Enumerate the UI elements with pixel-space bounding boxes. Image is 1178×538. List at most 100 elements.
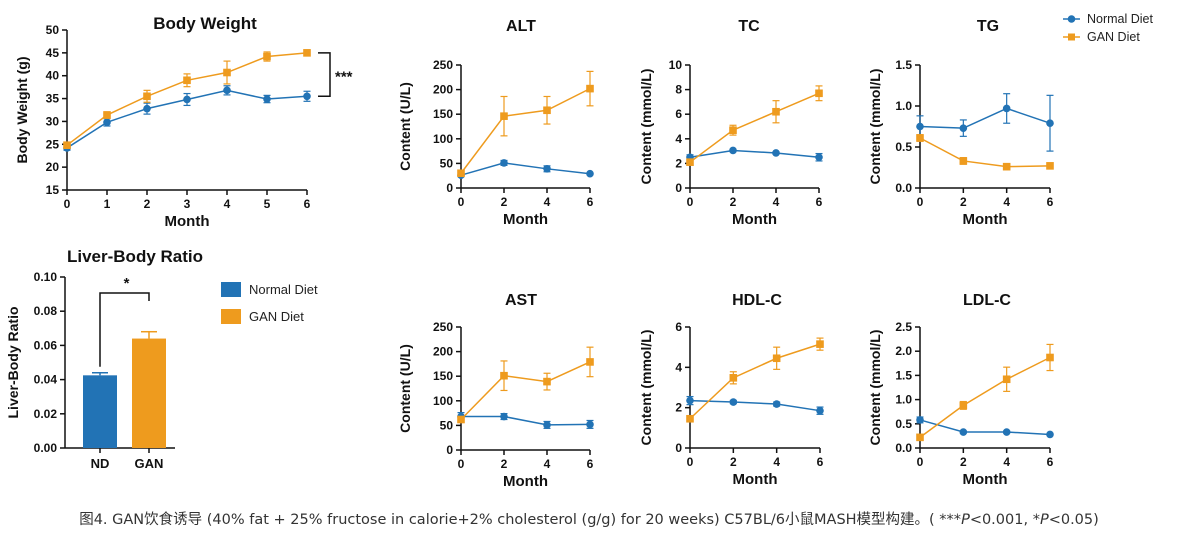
chart-title: AST	[505, 292, 537, 309]
legend-swatch-normal	[221, 282, 241, 297]
y-tick-label: 4	[675, 360, 682, 374]
series-line	[689, 149, 820, 158]
data-point	[1046, 162, 1054, 170]
data-point	[772, 107, 780, 116]
data-point	[500, 371, 508, 380]
series-line	[919, 419, 1051, 436]
data-point	[686, 396, 694, 405]
chart-hdl-c: HDL-C 0 2 4 6 Content (mmol/L) 0 2 4 6 Month	[638, 292, 824, 488]
y-tick-label: 2.0	[895, 344, 912, 358]
series-normal	[457, 159, 594, 180]
data-point	[457, 415, 465, 424]
data-point	[500, 412, 508, 421]
y-tick-label: 15	[46, 183, 60, 197]
data-point	[729, 374, 738, 382]
series-line	[689, 92, 820, 163]
x-tick-label: 0	[917, 455, 924, 469]
data-point	[1002, 375, 1011, 384]
y-tick-label: 0	[675, 441, 682, 455]
caption-p-symbol-1: P	[961, 512, 970, 528]
legend-top: Normal Diet GAN Diet	[1063, 12, 1154, 44]
data-point	[729, 126, 737, 134]
series-normal	[916, 416, 1054, 439]
y-tick-label: 0	[446, 443, 453, 457]
caption-text-1: 图4. GAN饮食诱导 (40% fat + 25% fructose in c…	[79, 512, 962, 528]
data-point	[500, 159, 508, 167]
data-point	[729, 146, 737, 155]
data-point	[457, 169, 465, 178]
chart-title: LDL-C	[963, 292, 1011, 309]
data-point	[1046, 353, 1054, 362]
data-point	[686, 414, 694, 423]
chart-title: HDL-C	[732, 292, 782, 309]
x-tick-label: 0	[64, 197, 71, 211]
series-gan	[457, 346, 594, 424]
x-tick-label: 4	[224, 197, 231, 211]
data-point	[143, 92, 151, 101]
x-tick-label: 4	[1003, 195, 1010, 209]
significance-bracket	[99, 292, 150, 367]
data-point	[586, 84, 594, 93]
y-tick-label: 50	[440, 418, 454, 432]
x-tick-label: 4	[1003, 455, 1010, 469]
y-tick-label: 200	[433, 345, 453, 359]
data-point	[586, 420, 594, 429]
bar-nd	[83, 375, 117, 448]
caption-text-3: <0.05)	[1048, 512, 1099, 528]
data-point	[63, 141, 71, 149]
chart-title: Liver-Body Ratio	[67, 247, 203, 266]
chart-tc: TC 0 2 4 6 8 10 Content (mmol/L) 0 2 4 6 Month	[638, 18, 823, 228]
data-point	[815, 153, 823, 162]
x-tick-label: 2	[730, 195, 737, 209]
series-line	[919, 137, 1051, 168]
data-point	[1002, 428, 1011, 436]
y-tick-label: 50	[46, 23, 60, 37]
y-axis-label: Content (mmol/L)	[867, 330, 883, 446]
x-tick-label: 0	[458, 457, 465, 471]
data-point	[303, 49, 311, 57]
chart-liver-body-ratio: Liver-Body Ratio 0.00 0.02 0.04 0.06 0.08 0.10…	[5, 247, 318, 471]
x-tick-label: 5	[264, 197, 271, 211]
significance-bracket	[318, 52, 331, 98]
chart-ldl-c: LDL-C 0.0 0.5 1.0 1.5 2.0 2.5 Content (mmol/L) 0…	[867, 292, 1054, 488]
data-point	[1002, 162, 1011, 171]
x-tick-label: 0	[687, 195, 694, 209]
x-tick-label: 4	[773, 455, 780, 469]
data-point	[586, 169, 594, 178]
y-tick-label: 0.5	[895, 417, 912, 431]
y-tick-label: 2.5	[895, 320, 912, 334]
data-point	[223, 86, 231, 95]
y-tick-label: 100	[433, 394, 453, 408]
y-tick-label: 45	[46, 46, 60, 60]
x-tick-label: 3	[184, 197, 191, 211]
series-line	[689, 399, 821, 412]
series-line	[460, 162, 591, 176]
data-point	[729, 398, 738, 406]
x-axis-label: Month	[963, 211, 1008, 228]
data-point	[916, 122, 924, 131]
data-point	[223, 68, 231, 77]
x-axis-label: Month	[503, 473, 548, 490]
series-line	[689, 343, 821, 420]
x-tick-label: 2	[960, 195, 967, 209]
x-tick-label: ND	[91, 456, 110, 471]
legend-marker-normal	[1067, 15, 1076, 23]
data-point	[959, 401, 968, 410]
data-point	[1002, 104, 1011, 113]
series-line	[460, 87, 591, 174]
y-tick-label: 0.10	[34, 270, 58, 284]
y-tick-label: 0.08	[34, 304, 58, 318]
y-tick-label: 0.5	[895, 140, 912, 154]
y-axis-label: Content (U/L)	[397, 82, 413, 171]
x-axis-label: Month	[963, 471, 1008, 488]
data-point	[816, 406, 824, 415]
x-tick-label: 1	[104, 197, 111, 211]
data-point	[816, 340, 824, 348]
chart-title: TG	[977, 18, 999, 35]
data-point	[543, 106, 551, 115]
y-tick-label: 30	[46, 114, 60, 128]
x-tick-label: 2	[730, 455, 737, 469]
y-tick-label: 6	[675, 107, 682, 121]
data-point	[772, 354, 781, 363]
